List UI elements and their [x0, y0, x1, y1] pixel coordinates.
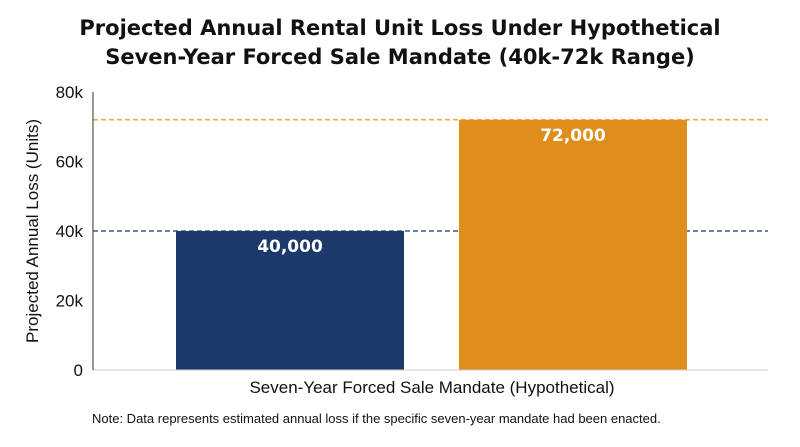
y-tick-label: 80k — [56, 83, 84, 102]
bars — [93, 119, 768, 371]
y-axis-label: Projected Annual Loss (Units) — [23, 119, 42, 343]
x-axis-label: Seven-Year Forced Sale Mandate (Hypothet… — [249, 378, 614, 397]
bar-value-label-1: 40,000 — [257, 237, 323, 257]
chart-title-line-1: Projected Annual Rental Unit Loss Under … — [79, 16, 721, 40]
y-tick-labels: 0 20k 40k 60k 80k — [56, 83, 84, 380]
y-tick-label: 40k — [56, 222, 84, 241]
bar-value-label-2: 72,000 — [540, 126, 606, 146]
data-labels: 40,000 72,000 — [257, 126, 606, 257]
y-tick-label: 0 — [74, 361, 83, 380]
bar-1 — [176, 231, 404, 370]
footnote: Note: Data represents estimated annual l… — [92, 411, 661, 426]
chart-title-line-2: Seven-Year Forced Sale Mandate (40k-72k … — [105, 45, 695, 69]
chart-title: Projected Annual Rental Unit Loss Under … — [0, 14, 800, 72]
bar-2 — [459, 119, 687, 370]
y-tick-label: 20k — [56, 292, 84, 311]
y-tick-label: 60k — [56, 153, 84, 172]
